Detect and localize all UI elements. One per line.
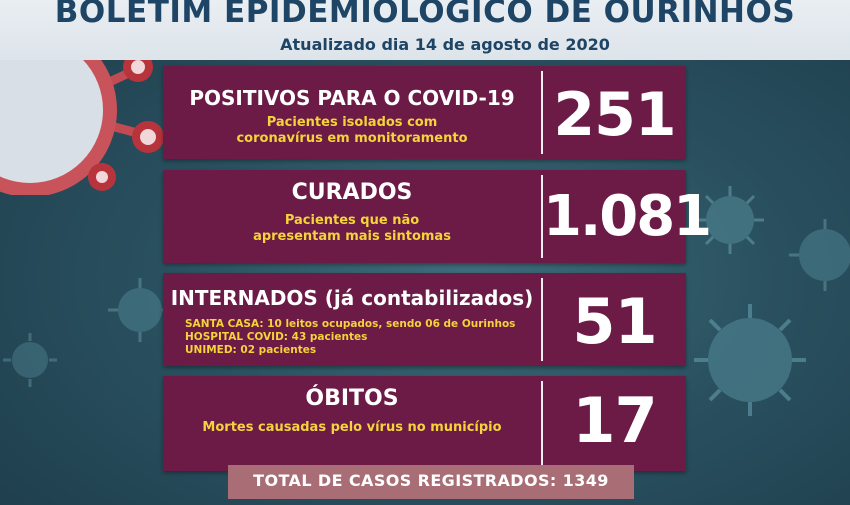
deaths-card: ÓBITOS Mortes causadas pelo vírus no mun…: [163, 376, 686, 471]
header-banner: BOLETIM EPIDEMIOLÓGICO DE OURINHOS Atual…: [0, 0, 850, 60]
card-description-line: apresentam mais sintomas: [253, 229, 451, 244]
card-divider: [541, 175, 543, 258]
coronavirus-icon: [108, 278, 172, 342]
recovered-card: CURADOS Pacientes que não apresentam mai…: [163, 170, 712, 263]
coronavirus-icon: [3, 333, 57, 387]
card-divider: [541, 71, 543, 154]
update-date: Atualizado dia 14 de agosto de 2020: [280, 35, 610, 54]
positive-cases-card: POSITIVOS PARA O COVID-19 Pacientes isol…: [163, 66, 686, 159]
page-title: BOLETIM EPIDEMIOLÓGICO DE OURINHOS: [54, 0, 796, 30]
card-description-line: Pacientes que não: [284, 213, 420, 228]
card-heading: POSITIVOS PARA O COVID-19: [189, 86, 515, 110]
card-heading: ÓBITOS: [305, 386, 399, 411]
coronavirus-icon: [696, 186, 764, 254]
detail-line: UNIMED: 02 pacientes: [185, 344, 317, 356]
card-divider: [541, 381, 543, 466]
detail-line: HOSPITAL COVID: 43 pacientes: [185, 331, 368, 343]
total-cases-label: TOTAL DE CASOS REGISTRADOS: 1349: [253, 471, 609, 490]
card-divider: [541, 278, 543, 361]
detail-line: SANTA CASA: 10 leitos ocupados, sendo 06…: [185, 318, 516, 330]
card-heading: INTERNADOS (já contabilizados): [170, 286, 534, 310]
card-description-line: Mortes causadas pelo vírus no município: [202, 420, 502, 435]
card-value: 1.081: [543, 184, 712, 249]
card-value: 251: [553, 80, 676, 150]
card-heading: CURADOS: [291, 180, 413, 205]
card-description-line: Pacientes isolados com: [266, 115, 438, 130]
coronavirus-icon: [789, 219, 850, 291]
card-value: 51: [572, 285, 657, 358]
card-value: 17: [572, 384, 657, 457]
hospitalized-card: INTERNADOS (já contabilizados) SANTA CAS…: [163, 273, 686, 366]
card-description-line: coronavírus em monitoramento: [236, 131, 468, 146]
total-cases-bar: TOTAL DE CASOS REGISTRADOS: 1349: [228, 465, 634, 499]
coronavirus-icon: [694, 304, 806, 416]
